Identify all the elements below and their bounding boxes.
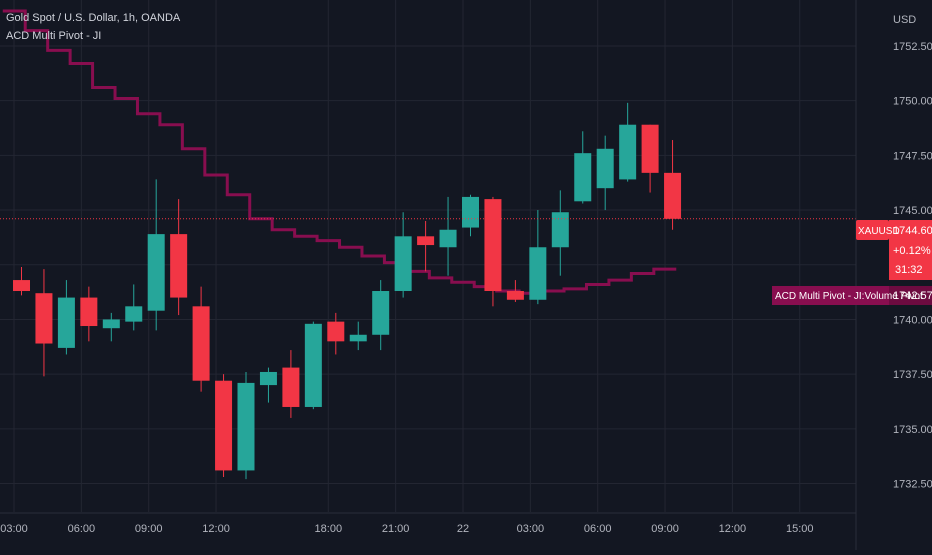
candle-body: [417, 236, 435, 246]
candle-body: [259, 371, 277, 386]
candle-down[interactable]: [664, 140, 682, 230]
candle-body: [192, 306, 210, 381]
candle-body: [102, 319, 120, 329]
candle-body: [304, 323, 322, 407]
candle-down[interactable]: [80, 286, 98, 342]
time-tick-label: 15:00: [786, 523, 814, 535]
candle-body: [574, 153, 592, 202]
indicator-legend[interactable]: ACD Multi Pivot - JI: [6, 30, 102, 42]
candle-up[interactable]: [439, 196, 457, 276]
price-tick-label: 1735.000: [893, 424, 932, 436]
candle-body: [147, 234, 165, 311]
candle-body: [619, 124, 637, 180]
candle-body: [237, 382, 255, 471]
candle-body: [596, 148, 614, 189]
candle-down[interactable]: [417, 220, 435, 272]
time-tick-label: 22: [457, 523, 469, 535]
candle-up[interactable]: [57, 280, 75, 355]
bar-countdown: 31:32: [895, 264, 923, 276]
candle-body: [551, 212, 569, 248]
candle-down[interactable]: [484, 196, 502, 307]
candle-body: [462, 196, 479, 228]
price-tick-label: 1747.500: [893, 150, 932, 162]
candle-down[interactable]: [282, 350, 300, 418]
candle-up[interactable]: [574, 131, 592, 204]
candle-down[interactable]: [506, 280, 524, 302]
candle-body: [35, 293, 53, 344]
candle-down[interactable]: [192, 286, 210, 392]
indicator-layer: [2, 9, 677, 295]
candle-up[interactable]: [349, 321, 367, 351]
candle-down[interactable]: [215, 374, 233, 477]
candle-body: [394, 236, 412, 292]
candle-down[interactable]: [35, 269, 53, 377]
price-tick-label: 1745.000: [893, 205, 932, 217]
last-price-badge: XAUUSD 1744.600 +0.12% 31:32: [856, 220, 932, 280]
volume-pivot-line: [2, 9, 677, 295]
time-tick-label: 06:00: [584, 523, 612, 535]
indicator-badge-label: ACD Multi Pivot - JI:Volume Pivot: [775, 291, 923, 302]
candle-up[interactable]: [551, 190, 569, 276]
candle-body: [57, 297, 75, 348]
candle-body: [282, 367, 300, 407]
candle-body: [349, 334, 367, 342]
candle-body: [125, 306, 143, 322]
candle-up[interactable]: [372, 280, 390, 351]
time-tick-label: 09:00: [651, 523, 679, 535]
candle-down[interactable]: [13, 266, 30, 296]
time-tick-label: 09:00: [135, 523, 163, 535]
candle-up[interactable]: [102, 312, 120, 342]
candle-body: [484, 199, 502, 292]
candle-up[interactable]: [462, 194, 479, 237]
price-tick-label: 1750.000: [893, 96, 932, 108]
grid-lines: [0, 0, 856, 512]
candle-up[interactable]: [304, 321, 322, 410]
price-axis[interactable]: 1752.5001750.0001747.5001745.0001742.500…: [893, 41, 932, 491]
candle-body: [372, 291, 390, 335]
candle-body: [80, 297, 98, 327]
time-tick-label: 06:00: [68, 523, 96, 535]
candle-down[interactable]: [327, 312, 345, 355]
candle-body: [215, 380, 233, 471]
candle-body: [529, 247, 547, 300]
price-tick-label: 1752.500: [893, 41, 932, 53]
candle-up[interactable]: [596, 135, 614, 211]
candle-down[interactable]: [641, 124, 659, 193]
candle-up[interactable]: [529, 210, 547, 305]
currency-label: USD: [893, 14, 916, 26]
indicator-badge-value: 1742.572: [893, 290, 932, 302]
candle-body: [327, 321, 345, 342]
candle-body: [439, 229, 457, 248]
candle-body: [170, 234, 188, 298]
time-tick-label: 03:00: [517, 523, 545, 535]
candle-up[interactable]: [619, 102, 637, 182]
candle-body: [641, 124, 659, 173]
candle-up[interactable]: [147, 179, 165, 331]
time-tick-label: 12:00: [719, 523, 747, 535]
price-tick-label: 1737.500: [893, 369, 932, 381]
candle-up[interactable]: [237, 371, 255, 480]
indicator-price-badge: ACD Multi Pivot - JI:Volume Pivot 1742.5…: [772, 286, 932, 305]
last-price-value: 1744.600: [893, 225, 932, 237]
price-change-percent: +0.12%: [893, 245, 931, 257]
time-tick-label: 12:00: [202, 523, 230, 535]
candle-body: [13, 280, 30, 292]
time-tick-label: 21:00: [382, 523, 410, 535]
candle-layer: [13, 102, 682, 480]
candle-body: [664, 172, 682, 219]
time-tick-label: 18:00: [315, 523, 343, 535]
candle-up[interactable]: [394, 212, 412, 298]
candle-up[interactable]: [259, 367, 277, 403]
price-tick-label: 1732.500: [893, 479, 932, 491]
symbol-label: XAUUSD: [858, 226, 900, 237]
candle-down[interactable]: [170, 199, 188, 316]
candle-body: [506, 291, 524, 300]
time-tick-label: 03:00: [0, 523, 28, 535]
candle-up[interactable]: [125, 284, 143, 331]
symbol-legend[interactable]: Gold Spot / U.S. Dollar, 1h, OANDA: [6, 12, 181, 24]
price-tick-label: 1740.000: [893, 314, 932, 326]
time-axis[interactable]: 03:00 06:00 09:00 12:00 18:00 21:00 22 03:00 06:…: [0, 523, 813, 535]
